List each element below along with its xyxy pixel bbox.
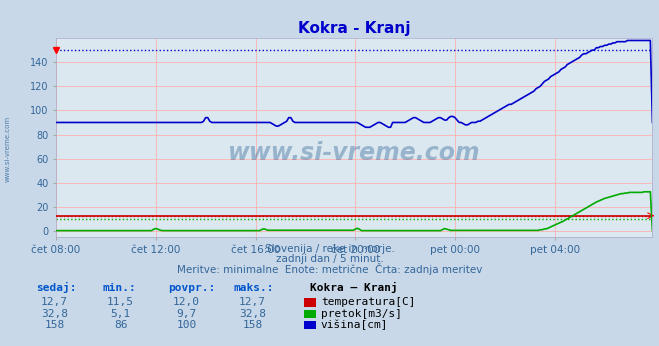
Text: Slovenija / reke in morje.: Slovenija / reke in morje.: [264, 244, 395, 254]
Text: www.si-vreme.com: www.si-vreme.com: [228, 142, 480, 165]
Text: povpr.:: povpr.:: [168, 283, 215, 293]
Text: višina[cm]: višina[cm]: [321, 320, 388, 330]
Text: sedaj:: sedaj:: [36, 282, 76, 293]
Text: 11,5: 11,5: [107, 297, 134, 307]
Text: 12,7: 12,7: [42, 297, 68, 307]
Text: 12,0: 12,0: [173, 297, 200, 307]
Text: Meritve: minimalne  Enote: metrične  Črta: zadnja meritev: Meritve: minimalne Enote: metrične Črta:…: [177, 263, 482, 275]
Text: 32,8: 32,8: [42, 309, 68, 319]
Text: temperatura[C]: temperatura[C]: [321, 297, 415, 307]
Text: 158: 158: [45, 320, 65, 330]
Text: 86: 86: [114, 320, 127, 330]
Text: 5,1: 5,1: [111, 309, 130, 319]
Text: zadnji dan / 5 minut.: zadnji dan / 5 minut.: [275, 254, 384, 264]
Text: 100: 100: [177, 320, 196, 330]
Text: 12,7: 12,7: [239, 297, 266, 307]
Text: 158: 158: [243, 320, 262, 330]
Text: pretok[m3/s]: pretok[m3/s]: [321, 309, 402, 319]
Text: 9,7: 9,7: [177, 309, 196, 319]
Text: maks.:: maks.:: [234, 283, 274, 293]
Text: Kokra – Kranj: Kokra – Kranj: [310, 282, 397, 293]
Title: Kokra - Kranj: Kokra - Kranj: [298, 20, 411, 36]
Text: 32,8: 32,8: [239, 309, 266, 319]
Text: min.:: min.:: [102, 283, 136, 293]
Text: www.si-vreme.com: www.si-vreme.com: [5, 116, 11, 182]
